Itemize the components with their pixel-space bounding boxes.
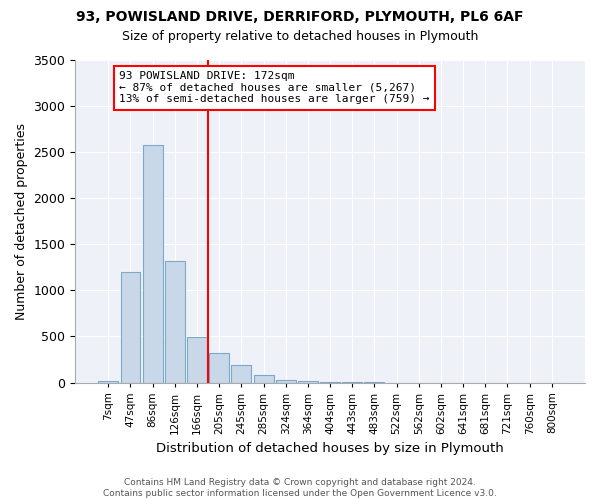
Bar [165,261,185,382]
Bar [187,338,207,382]
Bar [209,353,229,382]
Text: 93, POWISLAND DRIVE, DERRIFORD, PLYMOUTH, PL6 6AF: 93, POWISLAND DRIVE, DERRIFORD, PLYMOUTH… [76,10,524,24]
Text: 93 POWISLAND DRIVE: 172sqm
← 87% of detached houses are smaller (5,267)
13% of s: 93 POWISLAND DRIVE: 172sqm ← 87% of deta… [119,71,430,104]
Y-axis label: Number of detached properties: Number of detached properties [15,123,28,320]
X-axis label: Distribution of detached houses by size in Plymouth: Distribution of detached houses by size … [156,442,504,455]
Bar [276,380,296,382]
Text: Size of property relative to detached houses in Plymouth: Size of property relative to detached ho… [122,30,478,43]
Bar [143,145,163,382]
Bar [232,365,251,382]
Bar [254,375,274,382]
Bar [121,272,140,382]
Bar [98,380,118,382]
Text: Contains HM Land Registry data © Crown copyright and database right 2024.
Contai: Contains HM Land Registry data © Crown c… [103,478,497,498]
Bar [298,381,318,382]
